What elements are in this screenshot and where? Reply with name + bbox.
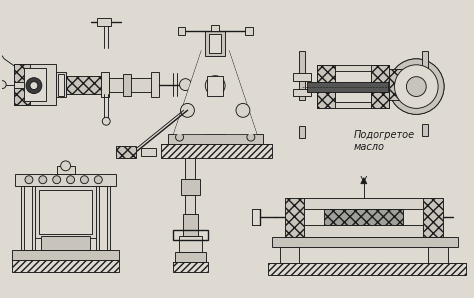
Circle shape bbox=[39, 176, 47, 184]
Bar bbox=[39, 190, 92, 234]
Circle shape bbox=[25, 176, 33, 184]
Bar bbox=[65, 76, 105, 94]
Bar bbox=[423, 198, 443, 237]
Bar bbox=[304, 225, 423, 237]
Bar bbox=[97, 18, 111, 26]
Circle shape bbox=[406, 77, 426, 97]
Bar bbox=[181, 179, 201, 195]
Bar bbox=[24, 68, 46, 101]
Circle shape bbox=[181, 103, 194, 117]
Bar bbox=[14, 88, 30, 105]
Bar bbox=[317, 65, 389, 108]
Bar bbox=[422, 51, 428, 100]
Bar bbox=[317, 65, 335, 108]
Bar bbox=[205, 31, 225, 56]
Circle shape bbox=[402, 73, 430, 100]
Circle shape bbox=[236, 103, 250, 117]
Bar bbox=[12, 260, 119, 272]
Polygon shape bbox=[173, 51, 257, 134]
Circle shape bbox=[30, 82, 38, 90]
Bar bbox=[307, 82, 399, 91]
Bar bbox=[14, 64, 30, 82]
Bar bbox=[185, 195, 195, 214]
Circle shape bbox=[394, 65, 438, 108]
Bar bbox=[422, 124, 428, 136]
Circle shape bbox=[53, 176, 61, 184]
Bar bbox=[268, 263, 466, 275]
Circle shape bbox=[94, 176, 102, 184]
Text: Подогретое
масло: Подогретое масло bbox=[354, 130, 415, 152]
Bar bbox=[207, 76, 223, 95]
Bar bbox=[300, 126, 305, 138]
Circle shape bbox=[205, 76, 225, 95]
Bar bbox=[205, 122, 225, 134]
Bar bbox=[284, 198, 304, 237]
Bar bbox=[96, 186, 110, 250]
Bar bbox=[141, 148, 156, 156]
Circle shape bbox=[389, 59, 444, 114]
Bar bbox=[161, 144, 272, 158]
Bar bbox=[12, 250, 119, 260]
Bar bbox=[56, 72, 65, 97]
Bar bbox=[185, 157, 195, 179]
Bar bbox=[182, 214, 198, 236]
Circle shape bbox=[247, 133, 255, 141]
Bar bbox=[179, 236, 202, 252]
Bar bbox=[179, 149, 202, 157]
Bar bbox=[151, 72, 159, 97]
Bar bbox=[371, 65, 389, 108]
Bar bbox=[57, 166, 74, 174]
Circle shape bbox=[389, 59, 444, 114]
Bar bbox=[58, 74, 64, 95]
Bar bbox=[14, 64, 56, 105]
Bar bbox=[35, 186, 96, 238]
Polygon shape bbox=[201, 31, 229, 51]
Circle shape bbox=[180, 79, 191, 91]
Bar bbox=[245, 27, 253, 35]
Bar bbox=[173, 262, 208, 272]
Circle shape bbox=[81, 176, 88, 184]
Circle shape bbox=[102, 117, 110, 125]
Polygon shape bbox=[361, 178, 367, 184]
Circle shape bbox=[394, 65, 438, 108]
Circle shape bbox=[0, 81, 6, 89]
Circle shape bbox=[67, 176, 74, 184]
Bar bbox=[173, 230, 208, 240]
Bar bbox=[174, 252, 206, 262]
Bar bbox=[178, 27, 185, 35]
Bar bbox=[101, 72, 109, 97]
Bar bbox=[207, 76, 223, 95]
Bar bbox=[99, 186, 107, 250]
Circle shape bbox=[61, 161, 71, 171]
Bar bbox=[116, 146, 136, 158]
Circle shape bbox=[26, 78, 42, 94]
Bar bbox=[293, 89, 311, 97]
Bar bbox=[209, 34, 221, 53]
Bar bbox=[335, 71, 371, 103]
Bar bbox=[109, 78, 154, 91]
Bar bbox=[211, 25, 219, 31]
Circle shape bbox=[175, 133, 183, 141]
Bar bbox=[300, 51, 305, 100]
Bar bbox=[168, 134, 263, 144]
Bar bbox=[280, 247, 300, 263]
Bar bbox=[324, 209, 403, 225]
Bar bbox=[24, 186, 32, 250]
Bar bbox=[304, 198, 423, 209]
Bar bbox=[389, 69, 406, 100]
Bar bbox=[123, 74, 131, 95]
Bar bbox=[272, 237, 458, 247]
Bar bbox=[15, 174, 116, 186]
Bar bbox=[428, 247, 448, 263]
Bar bbox=[21, 186, 35, 250]
Bar bbox=[41, 236, 91, 250]
Bar bbox=[293, 73, 311, 81]
